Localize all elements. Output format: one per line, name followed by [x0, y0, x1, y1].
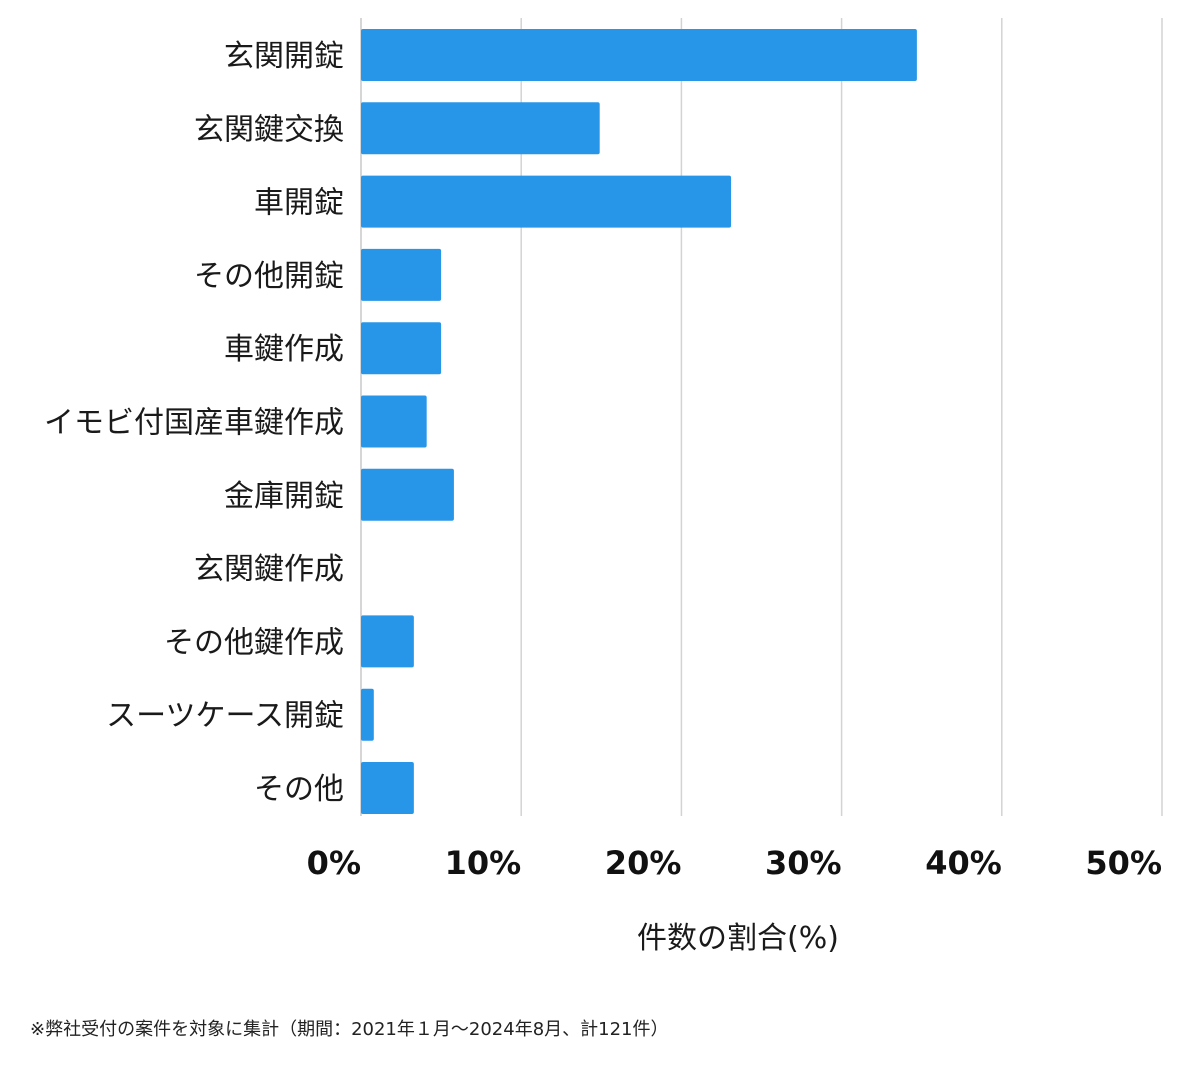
x-tick-label: 0%	[307, 844, 361, 882]
bar	[361, 615, 414, 668]
bar	[361, 468, 454, 521]
x-tick-label: 40%	[925, 844, 1002, 882]
x-tick-label: 30%	[765, 844, 842, 882]
category-label: その他鍵作成	[164, 625, 344, 660]
bars	[361, 29, 917, 814]
x-tick-label: 10%	[445, 844, 522, 882]
bar	[361, 688, 374, 741]
x-tick-labels: 0% 10% 20% 30% 40% 50%	[307, 844, 1162, 882]
x-axis-title: 件数の割合(%)	[637, 921, 839, 956]
category-label: 玄関鍵作成	[194, 552, 344, 587]
x-tick-label: 50%	[1085, 844, 1162, 882]
footnote: ※弊社受付の案件を対象に集計（期間：2021年１月〜2024年8月、計121件）	[30, 1019, 669, 1040]
bar	[361, 248, 442, 301]
category-label: 玄関開錠	[224, 39, 344, 74]
bar	[361, 175, 732, 228]
category-label: その他開錠	[194, 259, 344, 294]
category-label: スーツケース開錠	[106, 699, 344, 734]
category-label: 車鍵作成	[224, 332, 344, 367]
category-label: イモビ付国産車鍵作成	[44, 406, 344, 441]
x-tick-label: 20%	[605, 844, 682, 882]
bar	[361, 102, 600, 155]
category-label: 車開錠	[254, 186, 344, 221]
category-label: 金庫開錠	[224, 479, 344, 514]
category-label: その他	[254, 772, 344, 807]
category-label: 玄関鍵交換	[194, 112, 344, 147]
bar	[361, 762, 414, 814]
bar	[361, 395, 427, 448]
category-labels: 玄関開錠玄関鍵交換車開錠その他開錠車鍵作成イモビ付国産車鍵作成金庫開錠玄関鍵作成…	[44, 39, 344, 807]
bar	[361, 29, 917, 81]
bar	[361, 322, 442, 375]
